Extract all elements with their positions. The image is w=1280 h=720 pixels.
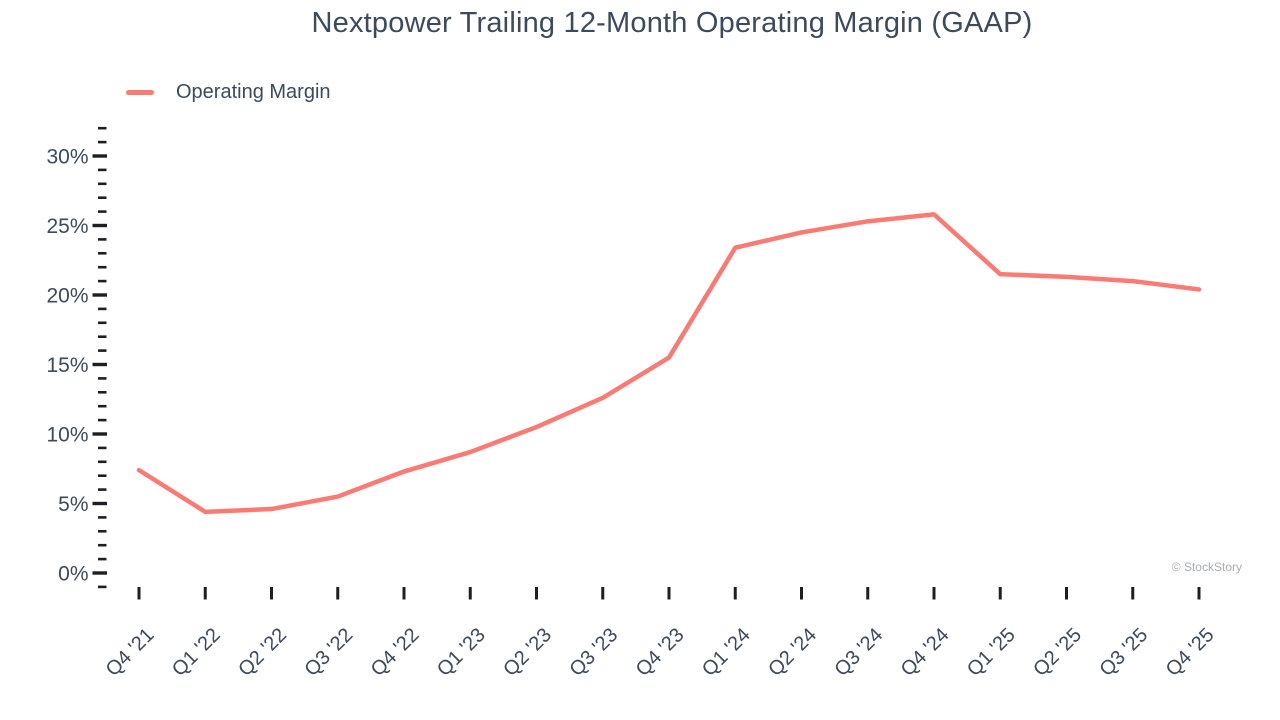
- legend-label: Operating Margin: [176, 81, 331, 103]
- chart-title: Nextpower Trailing 12-Month Operating Ma…: [311, 7, 1033, 39]
- y-axis-label: 10%: [46, 424, 88, 447]
- x-axis-label: Q1 '24: [698, 624, 755, 681]
- y-axis-label: 20%: [46, 285, 88, 308]
- x-axis-label: Q3 '25: [1095, 624, 1152, 681]
- operating-margin-line: [136, 212, 1202, 515]
- x-axis-label: Q3 '23: [565, 624, 622, 681]
- x-axis-label: Q1 '25: [963, 624, 1020, 681]
- x-axis-ticks: [137, 587, 1201, 600]
- x-axis-label: Q4 '22: [367, 624, 424, 681]
- y-axis-label: 0%: [58, 563, 88, 586]
- y-axis-labels: 0% 5% 10% 15% 20% 25% 30%: [46, 146, 88, 586]
- x-axis-label: Q3 '22: [300, 624, 357, 681]
- x-axis-labels: Q4 '21 Q1 '22 Q2 '22 Q3 '22 Q4 '22 Q1 '23 Q2 '…: [102, 624, 1219, 681]
- x-axis-label: Q4 '21: [102, 624, 159, 681]
- legend-line-swatch: [126, 90, 154, 95]
- legend: Operating Margin: [126, 80, 331, 105]
- x-axis-label: Q2 '25: [1029, 624, 1086, 681]
- x-axis-label: Q1 '22: [168, 624, 225, 681]
- x-axis-label: Q4 '24: [897, 624, 954, 681]
- x-axis-label: Q2 '24: [764, 624, 821, 681]
- y-axis-label: 5%: [58, 493, 88, 516]
- y-axis-ticks: [92, 126, 107, 589]
- x-axis-label: Q1 '23: [433, 624, 490, 681]
- x-axis-label: Q4 '25: [1162, 624, 1219, 681]
- copyright-watermark: © StockStory: [1171, 560, 1242, 574]
- x-axis-label: Q2 '22: [234, 624, 291, 681]
- y-axis-label: 15%: [46, 354, 88, 377]
- y-axis-label: 25%: [46, 215, 88, 238]
- y-axis-label: 30%: [46, 146, 88, 169]
- x-axis-label: Q4 '23: [632, 624, 689, 681]
- x-axis-label: Q2 '23: [499, 624, 556, 681]
- x-axis-label: Q3 '24: [830, 624, 887, 681]
